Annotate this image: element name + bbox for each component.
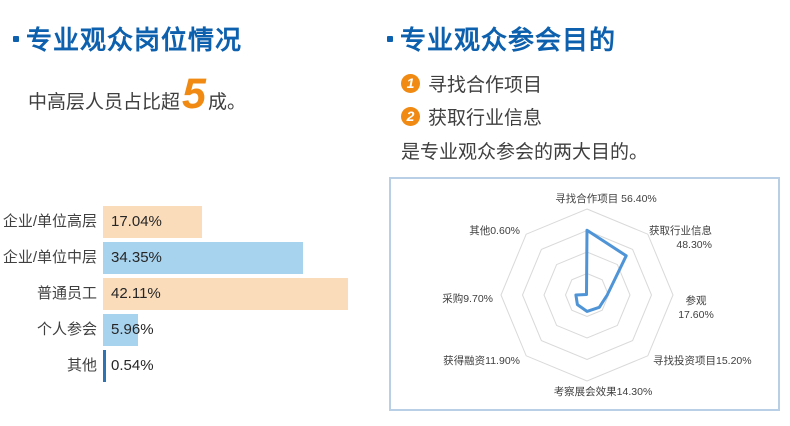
bar-track: 42.11% bbox=[103, 278, 389, 310]
purpose-item-label: 寻找合作项目 bbox=[428, 74, 543, 96]
radar-axis-label: 寻找投资项目15.20% bbox=[653, 355, 752, 367]
radar-grid-ring bbox=[521, 229, 653, 361]
bar-category-label: 企业/单位中层 bbox=[2, 249, 97, 266]
bar bbox=[103, 206, 203, 238]
right-title-text: 专业观众参会目的 bbox=[400, 25, 617, 55]
radar-grid-ring bbox=[543, 251, 631, 339]
bar-value-label: 17.04% bbox=[111, 213, 162, 230]
radar-axis-label: 采购9.70% bbox=[442, 293, 493, 305]
number-2-badge-icon: 2 bbox=[401, 106, 420, 126]
bar-category-label: 其他 bbox=[66, 357, 97, 374]
purpose-radar-chart-panel: 寻找合作项目 56.40% 获取行业信息 48.30% 参观 17.60% 寻找投资项目1… bbox=[389, 177, 780, 411]
subtitle-suffix: 成。 bbox=[207, 92, 246, 113]
bar-row: 企业/单位中层 34.35% bbox=[0, 242, 389, 274]
bar bbox=[103, 278, 349, 310]
title-bullet-icon bbox=[13, 35, 19, 42]
job-position-bar-chart: 企业/单位高层 17.04% 企业/单位中层 34.35% 普通员工 42.11% 个人参会… bbox=[0, 206, 389, 386]
bar-value-label: 5.96% bbox=[111, 321, 154, 338]
bar bbox=[103, 242, 303, 274]
bar-track: 5.96% bbox=[103, 314, 389, 346]
bar-row: 企业/单位高层 17.04% bbox=[0, 206, 389, 238]
bar-value-label: 34.35% bbox=[111, 249, 162, 266]
bar-category-label: 企业/单位高层 bbox=[2, 213, 97, 230]
radar-grid-ring bbox=[500, 208, 674, 382]
subtitle-highlight-number: 5 bbox=[182, 70, 206, 118]
radar-axis-label: 参观 17.60% bbox=[678, 295, 714, 321]
bar bbox=[103, 350, 107, 382]
bar-category-label: 个人参会 bbox=[36, 321, 97, 338]
radar-axis-label: 获得融资11.90% bbox=[443, 355, 520, 367]
bar-row: 其他 0.54% bbox=[0, 350, 389, 382]
radar-axis-label: 寻找合作项目 56.40% bbox=[555, 193, 657, 205]
right-section-title: 专业观众参会目的 bbox=[387, 20, 616, 57]
subtitle-prefix: 中高层人员占比超 bbox=[28, 92, 181, 113]
title-bullet-icon bbox=[387, 35, 393, 42]
bar bbox=[103, 314, 138, 346]
radar-axis-label: 获取行业信息 48.30% bbox=[649, 225, 712, 251]
purpose-list: 1 寻找合作项目 2 获取行业信息 bbox=[401, 72, 542, 138]
number-1-badge-icon: 1 bbox=[401, 73, 420, 93]
bar-track: 34.35% bbox=[103, 242, 389, 274]
bar-value-label: 42.11% bbox=[111, 285, 161, 302]
purpose-radar-chart bbox=[500, 208, 674, 382]
radar-grid-ring bbox=[564, 272, 610, 318]
left-title-text: 专业观众岗位情况 bbox=[26, 25, 243, 55]
left-section-subtitle: 中高层人员占比超5 成。 bbox=[28, 73, 246, 123]
radar-axis-label: 考察展会效果14.30% bbox=[553, 386, 653, 398]
bar-value-label: 0.54% bbox=[111, 357, 154, 374]
purpose-conclusion-text: 是专业观众参会的两大目的。 bbox=[401, 142, 649, 163]
purpose-item-label: 获取行业信息 bbox=[428, 107, 543, 129]
radar-axis-label: 其他0.60% bbox=[469, 225, 520, 237]
bar-track: 17.04% bbox=[103, 206, 389, 238]
purpose-list-item-1: 1 寻找合作项目 bbox=[401, 72, 543, 96]
bar-row: 普通员工 42.11% bbox=[0, 278, 389, 310]
radar-data-polygon bbox=[574, 228, 628, 313]
purpose-list-item-2: 2 获取行业信息 bbox=[401, 105, 543, 129]
bar-track: 0.54% bbox=[103, 350, 389, 382]
bar-row: 个人参会 5.96% bbox=[0, 314, 389, 346]
left-section-title: 专业观众岗位情况 bbox=[13, 20, 242, 57]
bar-category-label: 普通员工 bbox=[36, 285, 97, 302]
